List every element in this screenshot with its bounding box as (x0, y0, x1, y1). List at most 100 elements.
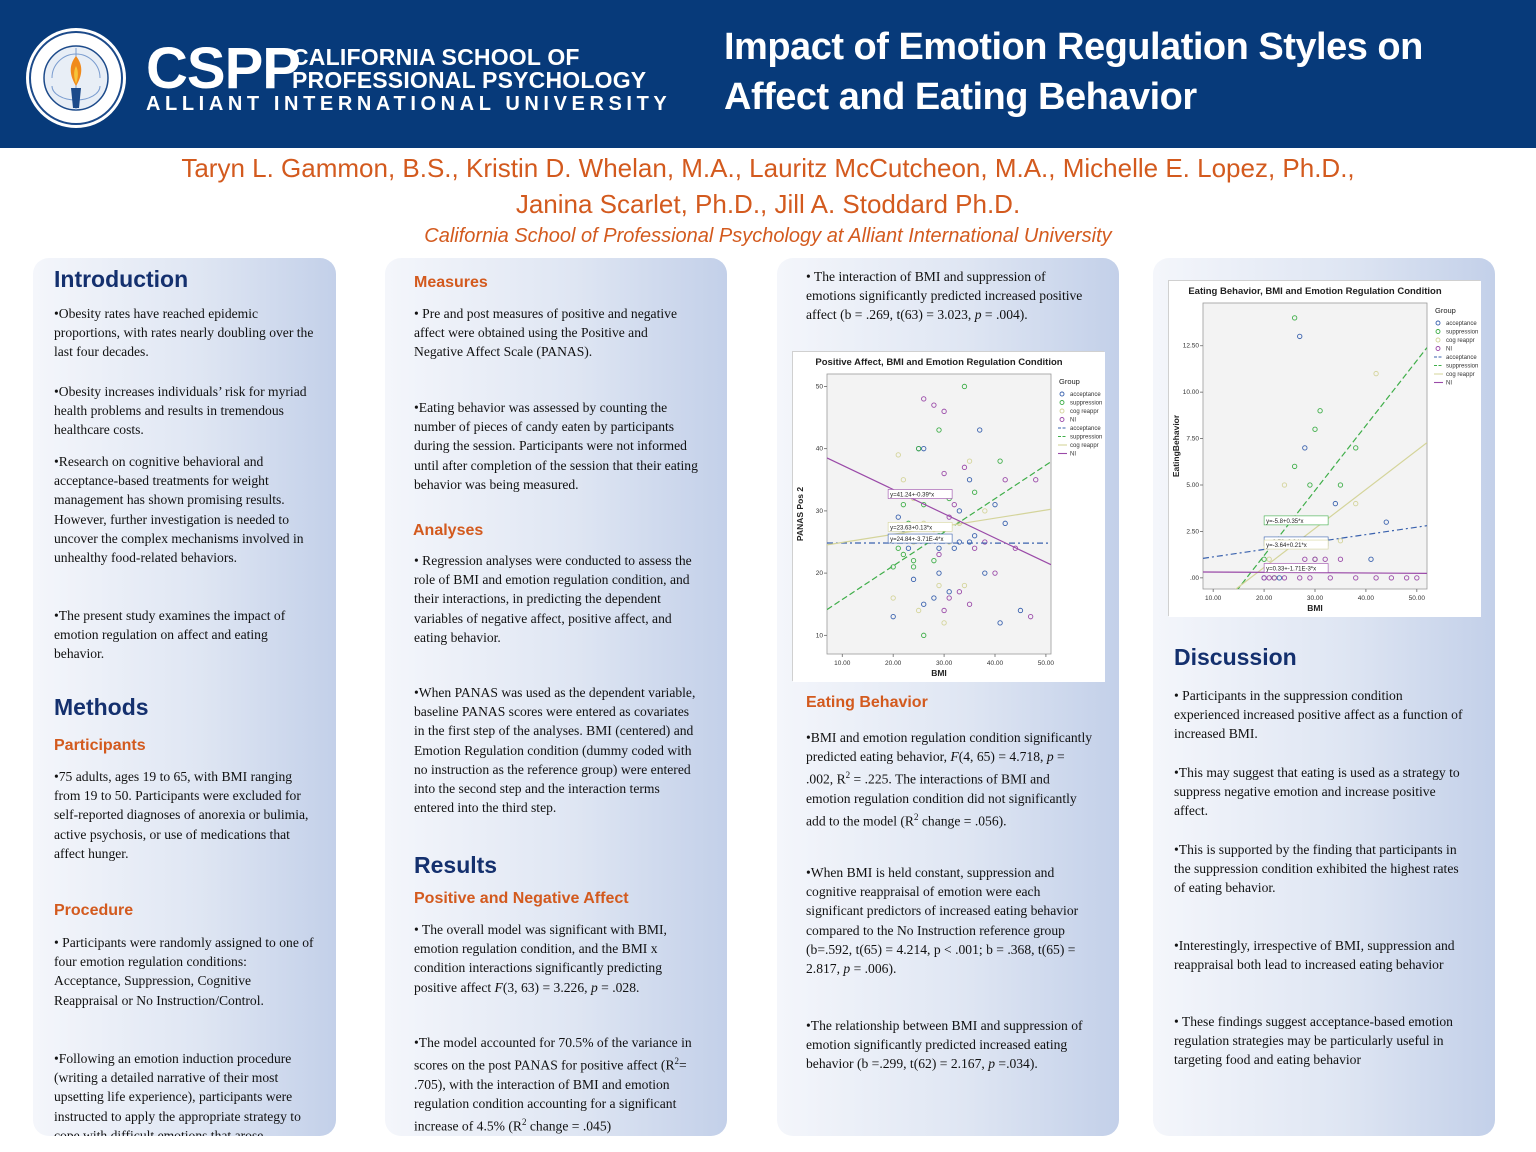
data-point-suppression (910, 558, 917, 564)
data-point-NI (966, 601, 973, 607)
y-tick-label: 40 (816, 446, 824, 453)
data-point-acceptance (951, 545, 957, 551)
data-point-NI (921, 396, 927, 402)
data-point-acceptance (1017, 607, 1024, 614)
column-results-eating: • The interaction of BMI and suppression… (777, 258, 1119, 1136)
intro-bullet-3: •Research on cognitive behavioral and ac… (54, 454, 304, 566)
heading-introduction: Introduction (54, 266, 189, 292)
chart-title: Positive Affect, BMI and Emotion Regulat… (815, 357, 1062, 368)
data-point-suppression (900, 551, 907, 558)
data-point-acceptance (966, 477, 973, 483)
fit-line-NI (827, 457, 1051, 566)
legend-label: NI (1070, 452, 1076, 458)
intro-bullet-2: •Obesity increases individuals’ risk for… (54, 384, 307, 438)
fit-label-box (1263, 563, 1329, 573)
data-point-NI (941, 470, 947, 477)
affiliation: California School of Professional Psycho… (424, 225, 1112, 247)
x-tick-label: 40.00 (1358, 595, 1375, 602)
data-point-NI (1327, 575, 1333, 581)
legend-label: cog reappr (1070, 409, 1099, 415)
heading-participants: Participants (54, 737, 146, 754)
legend-marker (1435, 320, 1441, 326)
data-point-cog-reappr (1281, 482, 1288, 488)
school-name-line2: PROFESSIONAL PSYCHOLOGY (292, 67, 647, 93)
data-point-acceptance (931, 595, 937, 601)
intro-bullet-1: •Obesity rates have reached epidemic pro… (54, 306, 314, 360)
heading-procedure: Procedure (54, 902, 134, 919)
header-banner: CSPP CALIFORNIA SCHOOL OF PROFESSIONAL P… (0, 0, 1536, 148)
data-point-suppression (1291, 315, 1298, 321)
discussion-bullet-5: • These findings suggest acceptance-base… (1174, 1014, 1453, 1068)
column-discussion: Eating Behavior, BMI and Emotion Regulat… (1153, 258, 1495, 1136)
measures-bullet-1: • Pre and post measures of positive and … (414, 306, 677, 360)
data-point-acceptance (966, 539, 973, 545)
data-point-NI (1312, 556, 1318, 562)
legend-label: cog reappr (1446, 338, 1475, 344)
eating-behavior-scatter-plot: Eating Behavior, BMI and Emotion Regulat… (1169, 281, 1481, 617)
positive-affect-scatter-plot: Positive Affect, BMI and Emotion Regulat… (793, 352, 1105, 682)
fit-label: y=-5.8+0.35*x (1266, 519, 1303, 525)
data-point-cog-reappr (1266, 556, 1272, 562)
heading-eating-behavior: Eating Behavior (806, 694, 928, 711)
data-point-suppression (921, 632, 927, 638)
x-axis-label: BMI (1307, 603, 1323, 613)
data-point-NI (1027, 614, 1034, 620)
heading-results: Results (414, 852, 498, 878)
heading-measures: Measures (414, 274, 488, 291)
data-point-NI (1414, 575, 1420, 581)
data-point-NI (1373, 575, 1379, 581)
heading-methods: Methods (54, 694, 149, 720)
data-point-NI (992, 570, 998, 576)
data-point-NI (1388, 575, 1395, 581)
title-line2: Affect and Eating Behavior (724, 76, 1197, 118)
data-point-NI (951, 502, 957, 508)
fit-line-suppression (1237, 347, 1427, 589)
x-tick-label: 50.00 (1409, 595, 1426, 602)
university-name: ALLIANT INTERNATIONAL UNIVERSITY (146, 93, 672, 115)
legend-marker (1435, 346, 1441, 351)
data-point-cog-reappr (900, 477, 907, 483)
data-point-acceptance (1002, 520, 1008, 526)
legend-title: Group (1435, 306, 1456, 315)
x-tick-label: 10.00 (1205, 595, 1222, 602)
fit-label: y=-3.64+0.21*x (1266, 543, 1307, 549)
discussion-bullet-2: •This may suggest that eating is used as… (1174, 765, 1460, 819)
data-point-NI (931, 402, 937, 408)
x-tick-label: 30.00 (936, 660, 953, 667)
legend-marker (1435, 337, 1441, 343)
data-point-NI (1353, 575, 1359, 581)
data-point-acceptance (997, 620, 1003, 626)
x-tick-label: 20.00 (885, 660, 902, 667)
legend-label: suppression (1446, 330, 1478, 336)
measures-bullet-2: •Eating behavior was assessed by countin… (414, 400, 698, 492)
data-point-cog-reappr (966, 458, 973, 464)
data-point-suppression (915, 446, 922, 452)
data-point-acceptance (895, 514, 901, 520)
data-point-cog-reappr (895, 452, 901, 458)
intro-bullet-4: •The present study examines the impact o… (54, 608, 286, 662)
analyses-bullet-1: • Regression analyses were conducted to … (414, 553, 692, 645)
results-bullet-1: • The overall model was significant with… (414, 922, 667, 995)
discussion-bullet-4: •Interestingly, irrespective of BMI, sup… (1174, 938, 1455, 973)
positive-affect-chart: Positive Affect, BMI and Emotion Regulat… (792, 351, 1105, 682)
plot-marks (1203, 315, 1427, 589)
y-axis-label: PANAS Pos 2 (795, 487, 805, 541)
column-introduction-methods: Introduction •Obesity rates have reached… (33, 258, 336, 1136)
data-point-acceptance (921, 601, 927, 607)
fit-label-box (1263, 515, 1329, 526)
data-point-acceptance (992, 502, 998, 508)
data-point-suppression (1312, 426, 1318, 432)
x-tick-label: 30.00 (1307, 595, 1324, 602)
data-point-cog-reappr (941, 620, 947, 626)
eating-bullet-2: •When BMI is held constant, suppression … (806, 865, 1079, 977)
data-point-acceptance (946, 589, 952, 595)
legend-label: suppression (1446, 364, 1478, 370)
y-tick-label: 10 (816, 632, 824, 639)
data-point-suppression (1291, 463, 1298, 470)
fit-label-box (887, 533, 953, 544)
legend-label: acceptance (1070, 392, 1101, 398)
fit-label: y=41.24+-0.39*x (890, 493, 934, 499)
data-point-NI (1261, 575, 1267, 581)
y-axis-label: EatingBehavior (1171, 414, 1181, 477)
data-point-NI (936, 551, 942, 558)
